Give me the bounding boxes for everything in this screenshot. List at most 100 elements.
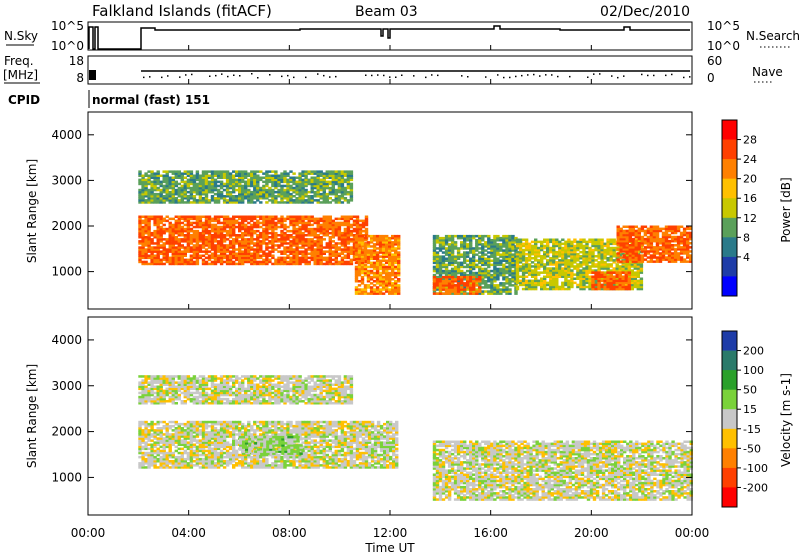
- power-cell: [228, 242, 233, 245]
- power-cell: [232, 195, 236, 198]
- power-cell: [673, 239, 678, 243]
- power-cell: [198, 174, 203, 177]
- power-cell: [213, 246, 218, 249]
- power-cell: [496, 247, 500, 250]
- power-cell: [508, 236, 512, 240]
- power-cell: [649, 246, 654, 249]
- power-cell: [447, 275, 452, 279]
- power-cell: [606, 265, 610, 268]
- power-cell: [388, 249, 392, 252]
- power-cell: [259, 231, 263, 235]
- power-heatmap-cells: [138, 170, 693, 295]
- power-cell: [201, 174, 206, 177]
- power-cell: [646, 246, 651, 249]
- power-cell: [192, 244, 197, 247]
- power-cell: [141, 240, 145, 243]
- power-cell: [357, 265, 362, 269]
- power-cell: [640, 225, 645, 228]
- power-cell: [624, 275, 628, 278]
- power-cell: [558, 255, 562, 258]
- power-cell: [286, 234, 290, 237]
- power-cell: [391, 236, 395, 240]
- power-cell: [466, 278, 470, 281]
- power-cell: [391, 255, 395, 258]
- power-cell: [634, 225, 638, 228]
- power-cell: [505, 271, 509, 275]
- power-cell: [228, 190, 233, 194]
- power-cell: [159, 252, 163, 255]
- power-cell: [686, 252, 690, 255]
- power-cell: [670, 244, 675, 247]
- power-cell: [228, 236, 233, 239]
- power-cell: [619, 227, 623, 231]
- power-cell: [655, 260, 660, 263]
- power-cell: [639, 269, 644, 272]
- power-cell: [192, 246, 197, 249]
- power-cell: [171, 242, 175, 245]
- power-cell: [567, 246, 571, 250]
- power-cell: [597, 271, 601, 274]
- power-cell: [558, 261, 562, 264]
- power-cell: [280, 192, 284, 196]
- nave-dot: [287, 74, 289, 77]
- power-cell: [171, 199, 175, 202]
- power-cell: [271, 240, 275, 243]
- power-cell: [280, 178, 284, 182]
- power-cell: [277, 221, 281, 225]
- power-cell: [670, 229, 675, 233]
- power-cell: [661, 242, 666, 245]
- power-cell: [447, 259, 452, 262]
- power-cell: [235, 240, 239, 243]
- power-cell: [168, 182, 172, 186]
- power-cell: [346, 178, 351, 182]
- power-cell: [597, 263, 601, 266]
- power-cell: [307, 180, 311, 184]
- power-cell: [168, 229, 172, 233]
- power-cell: [298, 231, 302, 235]
- power-cell: [159, 188, 163, 192]
- power-cell: [622, 256, 626, 259]
- power-cell: [378, 271, 383, 275]
- power-cell: [349, 248, 354, 251]
- power-cell: [606, 283, 610, 287]
- power-cell: [186, 242, 191, 245]
- power-cell: [453, 267, 458, 271]
- power-cell: [225, 221, 230, 225]
- power-cell: [475, 241, 479, 244]
- power-cell: [372, 265, 377, 269]
- power-cell: [204, 219, 209, 223]
- power-cell: [622, 248, 626, 251]
- power-cell: [460, 253, 464, 256]
- power-cell: [241, 246, 245, 249]
- nave-dot: [269, 74, 271, 76]
- power-cell: [325, 201, 329, 204]
- power-cell: [343, 234, 348, 237]
- power-cell: [652, 239, 657, 243]
- power-cell: [289, 252, 293, 255]
- power-cell: [555, 238, 559, 241]
- power-cell: [625, 258, 629, 261]
- power-cell: [325, 172, 329, 175]
- power-cell: [162, 219, 166, 223]
- power-cell: [241, 199, 245, 202]
- power-cell: [310, 231, 314, 235]
- power-cell: [499, 255, 503, 258]
- power-cell: [496, 261, 500, 265]
- power-cell: [213, 262, 218, 266]
- power-cell: [325, 223, 329, 227]
- power-cell: [328, 231, 332, 235]
- power-cell: [618, 279, 622, 283]
- power-cell: [295, 197, 299, 200]
- power-cell: [511, 241, 515, 244]
- power-cell: [262, 260, 266, 264]
- power-cell: [162, 188, 166, 192]
- power-cell: [511, 259, 515, 262]
- power-cell: [262, 217, 266, 221]
- power-cell: [615, 269, 619, 272]
- power-cell: [304, 229, 308, 233]
- power-cell: [585, 265, 589, 268]
- power-cell: [322, 217, 326, 221]
- power-cell: [534, 263, 538, 266]
- power-cell: [244, 242, 248, 245]
- power-cell: [328, 182, 332, 186]
